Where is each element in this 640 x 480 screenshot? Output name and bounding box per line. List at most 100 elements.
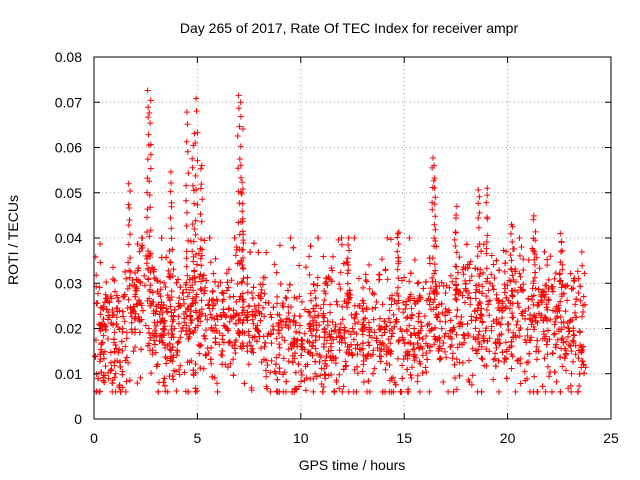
data-point (475, 224, 482, 231)
data-point (237, 143, 244, 150)
data-point (104, 298, 111, 305)
data-point (395, 241, 402, 248)
data-point (280, 304, 287, 311)
data-point (184, 121, 191, 128)
data-point (283, 378, 290, 385)
data-point (485, 301, 492, 308)
data-point (203, 352, 210, 359)
data-point (472, 289, 479, 296)
data-point (423, 333, 430, 340)
data-point (168, 288, 175, 295)
data-point (464, 320, 471, 327)
data-point (111, 374, 118, 381)
data-point (170, 376, 177, 383)
data-point (436, 345, 443, 352)
data-point (240, 275, 247, 282)
data-point (146, 253, 153, 260)
data-point (198, 297, 205, 304)
data-point (165, 330, 172, 337)
data-point (567, 343, 574, 350)
data-point (146, 109, 153, 116)
data-point (157, 278, 164, 285)
data-point (424, 356, 431, 363)
data-point (438, 279, 445, 286)
data-point (544, 363, 551, 370)
data-point (281, 337, 288, 344)
data-point (449, 350, 456, 357)
data-point (241, 380, 248, 387)
data-point (286, 319, 293, 326)
data-point (527, 388, 534, 395)
data-point (487, 280, 494, 287)
data-point (390, 388, 397, 395)
data-point (415, 297, 422, 304)
data-point (144, 214, 151, 221)
data-point (335, 236, 342, 243)
data-point (186, 276, 193, 283)
data-point (132, 344, 139, 351)
data-point (363, 278, 370, 285)
data-point (446, 284, 453, 291)
data-point (319, 388, 326, 395)
data-point (128, 326, 135, 333)
data-point (136, 316, 143, 323)
data-point (476, 273, 483, 280)
data-point (476, 328, 483, 335)
data-point (562, 308, 569, 315)
data-point (317, 372, 324, 379)
data-point (438, 325, 445, 332)
data-point (339, 316, 346, 323)
data-point (550, 307, 557, 314)
data-point (292, 385, 299, 392)
data-point (264, 361, 271, 368)
data-point (179, 324, 186, 331)
data-point (467, 258, 474, 265)
data-point (302, 387, 309, 394)
data-point (569, 337, 576, 344)
data-point (252, 312, 259, 319)
data-point (258, 345, 265, 352)
data-point (298, 378, 305, 385)
data-point (233, 246, 240, 253)
data-point (544, 327, 551, 334)
data-point (516, 235, 523, 241)
data-point (239, 215, 246, 222)
data-point (306, 309, 313, 316)
data-point (275, 330, 282, 337)
data-point (147, 141, 154, 148)
data-point (331, 328, 338, 335)
data-point (459, 292, 466, 299)
data-point (113, 345, 120, 352)
data-point (290, 244, 297, 251)
data-point (183, 263, 190, 270)
data-point (213, 327, 220, 334)
data-point (397, 325, 404, 332)
data-point (366, 261, 373, 268)
data-point (127, 188, 134, 195)
data-point (321, 365, 328, 372)
data-point (395, 292, 402, 299)
data-point (173, 387, 180, 394)
data-point (531, 274, 538, 281)
data-point (524, 326, 531, 333)
data-point (318, 381, 325, 388)
data-point (362, 315, 369, 322)
data-point (166, 248, 173, 255)
data-point (475, 214, 482, 221)
data-point (359, 327, 366, 334)
data-point (389, 374, 396, 381)
data-point (155, 301, 162, 308)
data-point (184, 293, 191, 300)
data-point (466, 378, 473, 385)
data-point (430, 299, 437, 306)
data-point (101, 379, 108, 386)
data-point (299, 346, 306, 353)
data-point (551, 330, 558, 337)
data-point (531, 373, 538, 380)
data-point (503, 375, 510, 382)
data-point (348, 312, 355, 319)
data-point (97, 240, 104, 247)
y-tick-labels: 0 0.01 0.02 0.03 0.04 0.05 0.06 0.07 0.08 (55, 49, 82, 427)
data-point (245, 303, 252, 310)
data-point (483, 293, 490, 300)
